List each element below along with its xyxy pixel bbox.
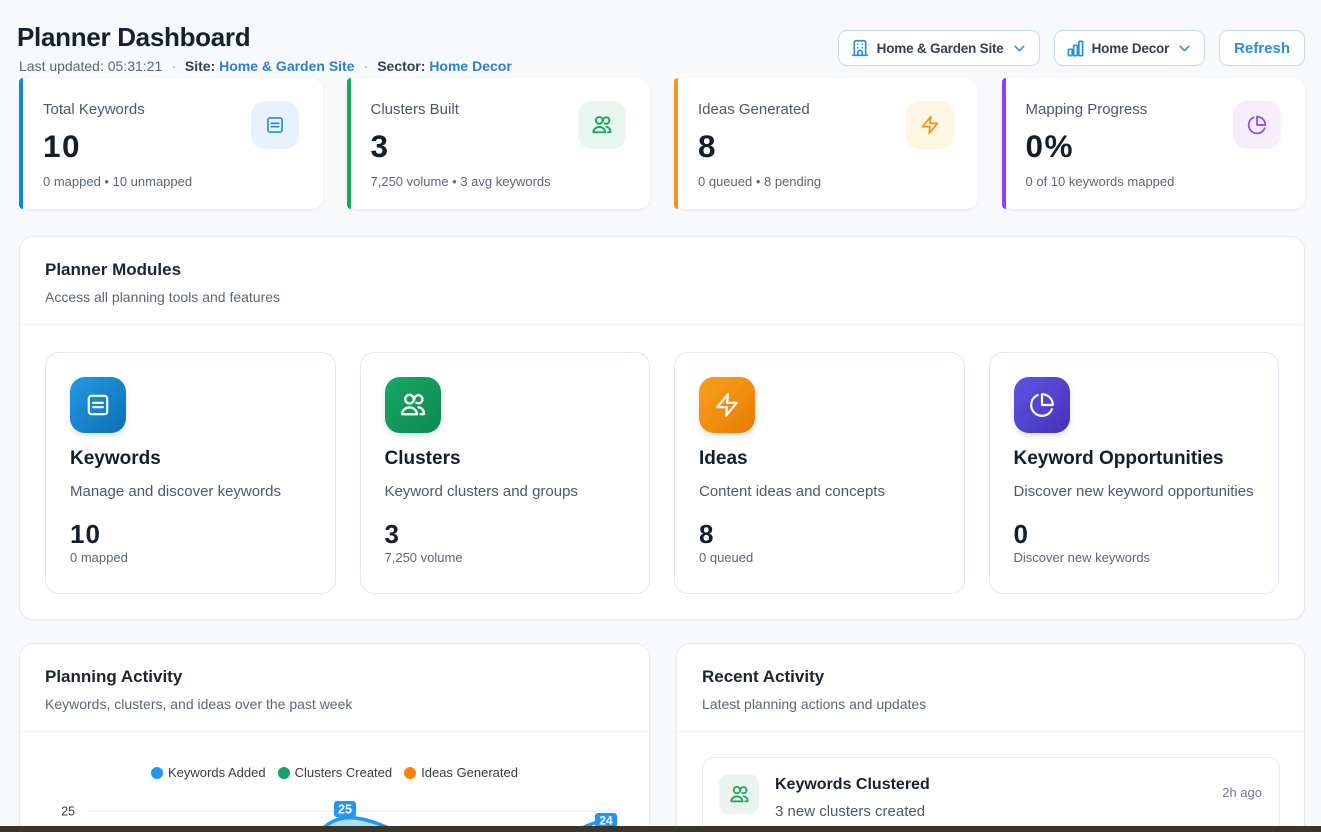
svg-text:25: 25 <box>61 805 75 819</box>
svg-text:24: 24 <box>599 814 613 828</box>
svg-text:25: 25 <box>338 803 352 817</box>
